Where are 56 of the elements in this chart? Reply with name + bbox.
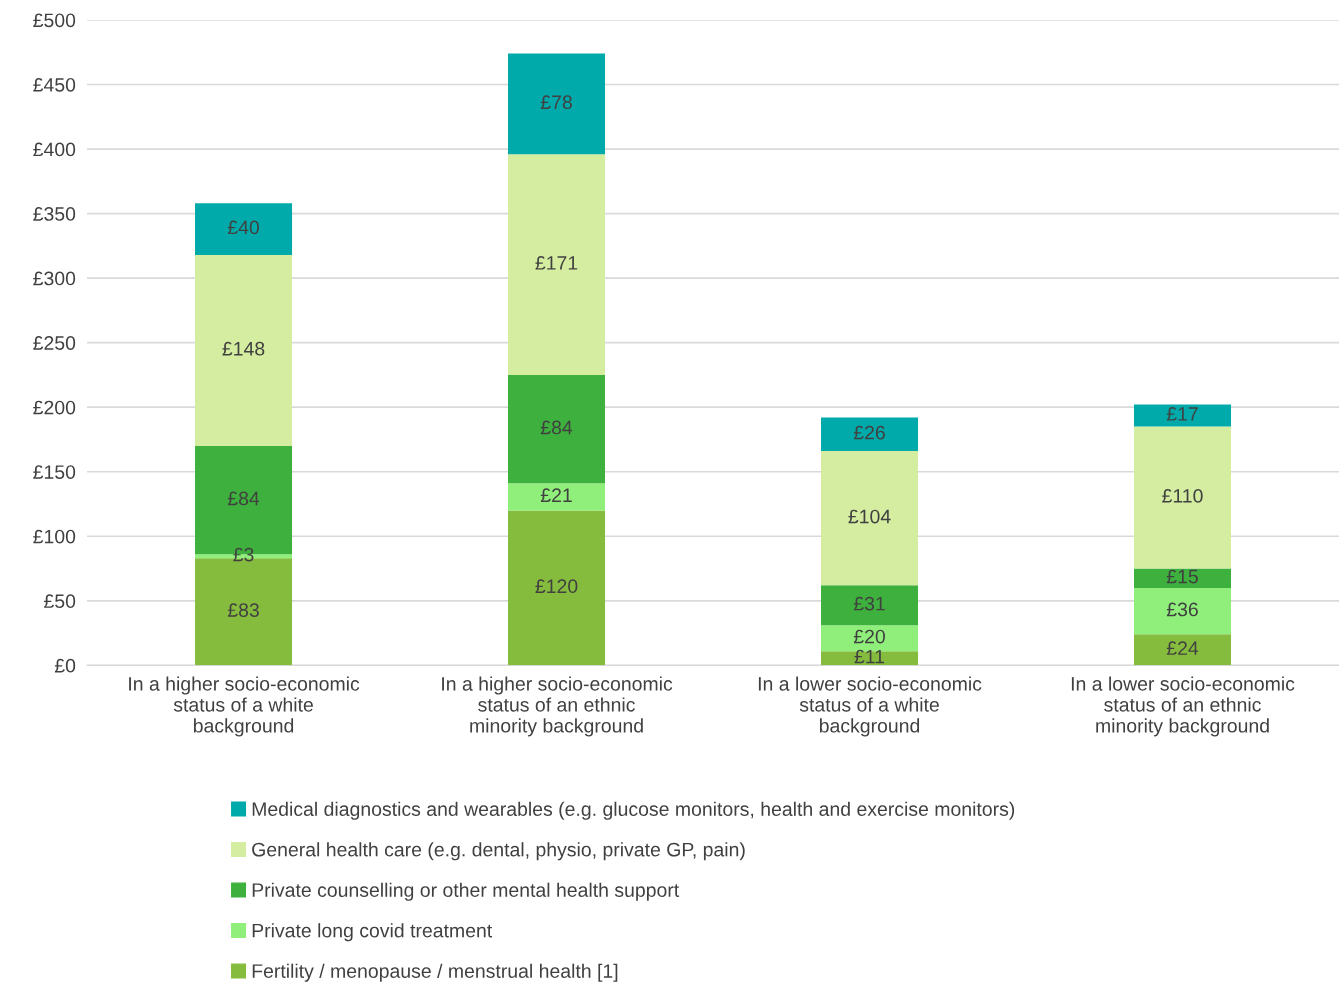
y-tick-label: £350: [33, 207, 76, 221]
bar: [1133, 404, 1232, 427]
bar: [1133, 426, 1232, 569]
legend-label: Medical diagnostics and wearables (e.g. glucose monitors, health and exercise monitors): [252, 801, 1015, 820]
data-label: £84: [227, 491, 260, 506]
data-label: £21: [540, 488, 572, 502]
data-label: £20: [853, 629, 885, 644]
data-label: £31: [853, 596, 885, 611]
legend-label: Private long covid treatment: [252, 923, 493, 942]
data-label: £110: [1162, 488, 1203, 503]
data-label: £36: [1166, 602, 1198, 617]
data-label: £26: [853, 425, 885, 440]
legend-label: Fertility / menopause / menstrual health [1]: [252, 963, 618, 982]
data-label: £104: [848, 509, 891, 524]
bar: [1133, 568, 1232, 588]
data-label: £15: [1166, 569, 1198, 584]
bar: [195, 254, 293, 446]
y-tick-label: £0: [54, 658, 76, 673]
y-tick-label: £150: [33, 465, 76, 479]
bar: [821, 651, 919, 666]
bar: [821, 585, 919, 626]
y-tick-label: £50: [44, 594, 76, 609]
bar: [821, 451, 919, 586]
y-tick-label: £400: [33, 142, 76, 157]
bar: [1133, 587, 1232, 635]
y-tick-label: £450: [33, 77, 76, 92]
x-tick-label: In a lower socio-economic status of a white background: [758, 676, 982, 737]
bar: [508, 374, 606, 484]
data-label: £84: [540, 420, 573, 435]
data-label: £78: [540, 95, 572, 110]
bar: [508, 53, 606, 155]
data-label: £171: [535, 256, 578, 270]
bar: [508, 483, 606, 511]
data-label: £24: [1166, 641, 1199, 655]
bar: [508, 154, 606, 375]
x-tick-label: In a lower socio-economic status of an ethnic minority background: [1071, 676, 1295, 737]
bar: [508, 510, 606, 666]
data-label: £40: [227, 220, 259, 235]
y-tick-label: £500: [33, 13, 76, 28]
data-label: £17: [1166, 407, 1198, 421]
data-label: £11: [854, 649, 885, 664]
data-label: £148: [222, 341, 265, 356]
data-label: £120: [535, 579, 578, 594]
legend-label: Private counselling or other mental health support: [252, 882, 680, 901]
y-tick-label: £200: [33, 400, 76, 415]
x-tick-label: In a higher socio-economic status of an ethnic minority background: [442, 676, 673, 737]
bar: [1133, 634, 1232, 666]
bar: [195, 203, 293, 255]
x-tick-label: In a higher socio-economic status of a white background: [129, 676, 360, 737]
data-label: £3: [233, 547, 254, 562]
legend-label: General health care (e.g. dental, physio, private GP, pain): [252, 842, 745, 861]
y-tick-label: £100: [33, 529, 76, 544]
bar: [821, 417, 919, 452]
data-label: £83: [227, 603, 259, 617]
y-tick-label: £300: [33, 271, 76, 286]
y-tick-label: £250: [33, 336, 76, 350]
